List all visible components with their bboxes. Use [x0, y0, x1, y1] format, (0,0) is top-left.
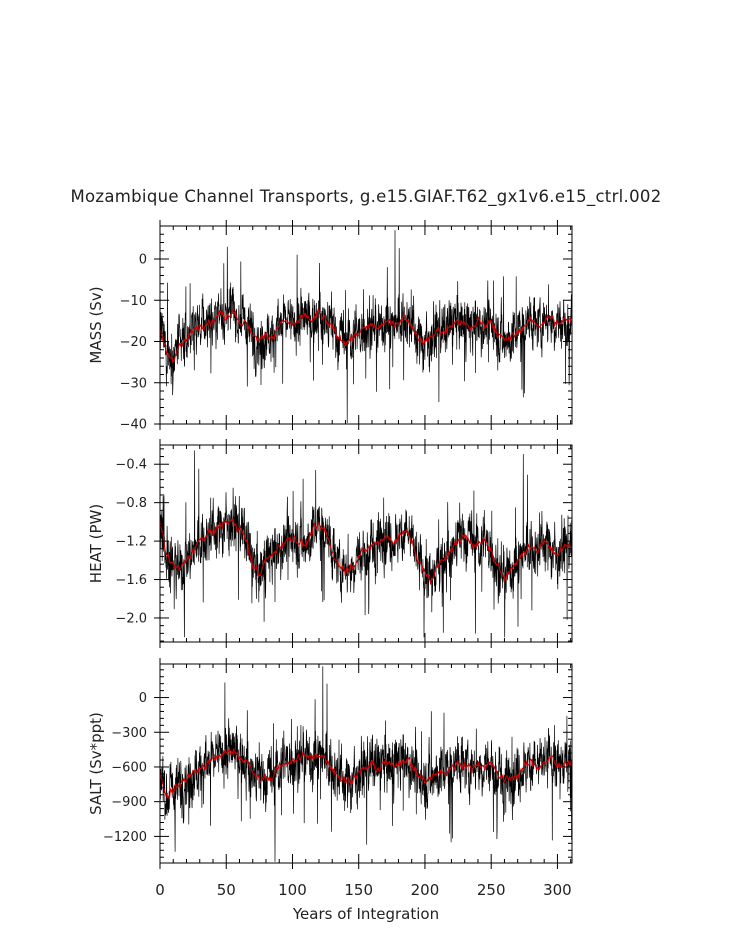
y-tick-label: −300 — [111, 726, 147, 741]
x-axis-tick-labels: 0 50 100 150 200 250 300 — [155, 881, 572, 899]
x-tick-label: 0 — [155, 881, 165, 899]
y-tick-label: −1.6 — [115, 573, 147, 588]
smoothed-series-line — [159, 747, 573, 800]
x-tick-label: 200 — [411, 881, 440, 899]
plot-frame — [159, 663, 573, 864]
y-axis-label: SALT (Sv*ppt) — [87, 712, 105, 815]
x-axis-label: Years of Integration — [292, 905, 439, 923]
raw-series-line — [159, 450, 573, 638]
y-tick-label: −1.2 — [115, 535, 147, 550]
y-axis-label: MASS (Sv) — [87, 286, 105, 363]
y-axis-label: HEAT (PW) — [87, 504, 105, 583]
raw-series-line — [159, 666, 573, 862]
plot-frame — [159, 444, 573, 643]
chart-title: Mozambique Channel Transports, g.e15.GIA… — [70, 187, 661, 207]
y-tick-label: 0 — [139, 691, 147, 706]
y-tick-label: −2.0 — [115, 611, 147, 626]
y-tick-label: −600 — [111, 760, 147, 775]
y-tick-label: −1200 — [103, 830, 147, 845]
panel-salt: 0 −300 −600 −900 −1200 SALT (Sv*ppt) — [87, 658, 573, 869]
panel-heat: −0.4 −0.8 −1.2 −1.6 −2.0 HEAT (PW) — [87, 439, 573, 648]
y-tick-label: −20 — [120, 335, 147, 350]
x-tick-label: 300 — [543, 881, 572, 899]
x-tick-label: 100 — [278, 881, 307, 899]
smoothed-series-line — [159, 517, 573, 586]
y-tick-label: −40 — [120, 418, 147, 433]
y-tick-label: −10 — [120, 294, 147, 309]
y-tick-label: −900 — [111, 795, 147, 810]
y-tick-label: −30 — [120, 376, 147, 391]
panel-mass: 0 −10 −20 −30 −40 MASS (Sv) — [87, 220, 573, 433]
y-tick-label: −0.4 — [115, 458, 147, 473]
y-tick-label: 0 — [139, 253, 147, 268]
x-tick-label: 150 — [344, 881, 373, 899]
y-tick-label: −0.8 — [115, 496, 147, 511]
smoothed-series-line — [159, 307, 573, 363]
raw-series-line — [159, 230, 573, 424]
x-tick-label: 50 — [217, 881, 236, 899]
x-tick-label: 250 — [477, 881, 506, 899]
